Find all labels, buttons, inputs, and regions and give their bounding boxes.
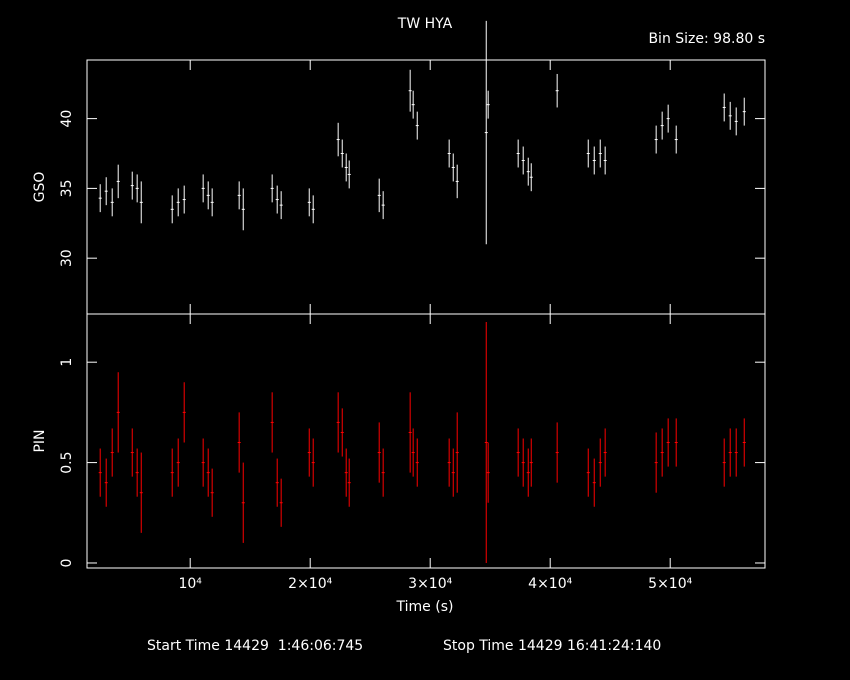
x-tick-label: 10⁴ <box>178 576 202 592</box>
x-tick-label: 2×10⁴ <box>288 576 332 592</box>
y-axis-label: GSO <box>32 172 48 203</box>
x-tick-label: 5×10⁴ <box>648 576 692 592</box>
y-tick-label: 30 <box>59 249 75 267</box>
y-tick-label: 0.5 <box>59 451 75 473</box>
stop-time: Stop Time 14429 16:41:24:140 <box>443 638 661 654</box>
y-tick-label: 35 <box>59 179 75 197</box>
x-axis-label: Time (s) <box>396 599 454 615</box>
x-tick-label: 3×10⁴ <box>408 576 452 592</box>
y-axis-label: PIN <box>32 429 48 452</box>
y-tick-label: 1 <box>59 358 75 367</box>
chart-title: TW HYA <box>397 16 453 32</box>
start-time: Start Time 14429 1:46:06:745 <box>147 638 363 654</box>
y-tick-label: 40 <box>59 110 75 128</box>
bin-size: Bin Size: 98.80 s <box>648 31 765 47</box>
y-tick-label: 0 <box>59 559 75 568</box>
x-tick-label: 4×10⁴ <box>528 576 572 592</box>
